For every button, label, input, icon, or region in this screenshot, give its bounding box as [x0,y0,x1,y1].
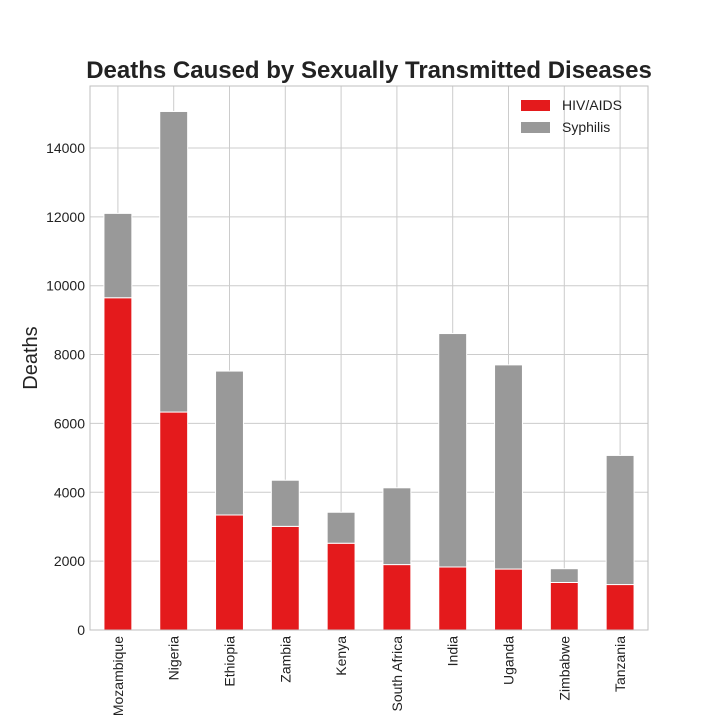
x-tick-label: Mozambique [110,636,126,716]
y-axis-ticks: 0 2000 4000 6000 8000 10000 12000 14000 [46,140,85,638]
y-tick-label: 0 [77,622,85,638]
x-tick-label: Nigeria [166,636,182,681]
legend: HIV/AIDS Syphilis [521,97,622,135]
x-tick-label: Uganda [501,636,517,685]
bar-hiv-aids-south-africa [382,564,412,631]
y-tick-label: 6000 [54,415,85,431]
bar-hiv-aids-tanzania [605,584,635,631]
bar-syphilis-kenya [326,511,356,544]
bar-hiv-aids-nigeria [159,411,189,631]
legend-label: Syphilis [562,119,610,135]
bars [103,110,635,631]
bar-hiv-aids-zambia [270,525,300,631]
bar-syphilis-mozambique [103,212,133,299]
bar-hiv-aids-mozambique [103,297,133,631]
bar-hiv-aids-zimbabwe [549,581,579,631]
x-tick-label: Zambia [277,636,293,683]
bar-hiv-aids-uganda [494,568,523,631]
plot-area-frame [89,85,649,631]
y-tick-label: 4000 [54,484,85,500]
legend-swatch [521,100,550,111]
y-tick-label: 10000 [46,278,85,294]
y-tick-label: 12000 [46,209,85,225]
legend-swatch [521,122,550,133]
x-tick-label: Ethiopia [222,636,238,687]
bar-syphilis-ethiopia [215,370,244,516]
x-tick-label: Kenya [333,636,349,676]
x-tick-label: South Africa [389,636,405,712]
x-tick-label: Zimbabwe [556,636,572,701]
y-tick-label: 2000 [54,553,85,569]
y-tick-label: 8000 [54,347,85,363]
y-tick-label: 14000 [46,140,85,156]
bar-syphilis-south-africa [382,487,412,566]
y-axis-label: Deaths [20,326,42,389]
bar-syphilis-india [438,333,468,568]
x-axis-ticks: Mozambique Nigeria Ethiopia Zambia Kenya Sout… [110,636,628,716]
bar-syphilis-nigeria [159,110,189,413]
bar-hiv-aids-ethiopia [215,514,244,631]
bar-hiv-aids-india [438,566,468,631]
legend-label: HIV/AIDS [562,97,622,113]
bar-syphilis-zambia [270,479,300,527]
x-tick-label: Tanzania [612,636,628,692]
bar-syphilis-zimbabwe [549,568,579,583]
x-tick-label: India [445,636,461,667]
bar-hiv-aids-kenya [326,542,356,631]
chart-title: Deaths Caused by Sexually Transmitted Di… [86,57,652,84]
bar-syphilis-tanzania [605,454,635,586]
bar-syphilis-uganda [494,364,523,570]
